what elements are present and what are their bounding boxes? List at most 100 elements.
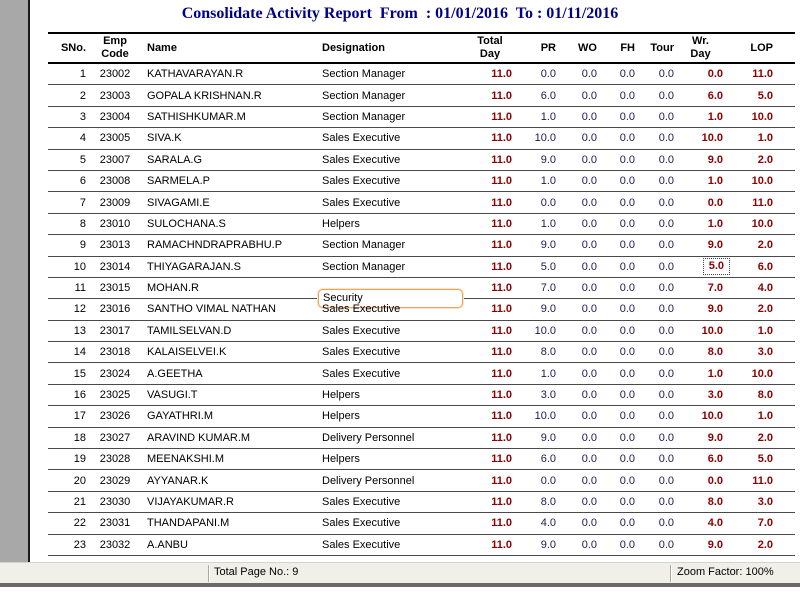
cell-name: SATHISHKUMAR.M [147,110,246,123]
cell-sno: 2 [79,89,86,102]
cell-name: SANTHO VIMAL NATHAN [147,303,276,316]
cell-wr-day: 3.0 [707,389,723,402]
header-cell-tour: Tour [650,41,674,54]
cell-wo: 0.0 [581,110,597,123]
cell-total-day: 11.0 [491,196,512,209]
cell-wo: 0.0 [581,260,597,273]
focused-cell-value[interactable]: 5.0 [702,258,730,276]
cell-emp-code: 23028 [99,453,131,466]
cell-fh: 0.0 [619,367,635,380]
cell-tour: 0.0 [658,282,674,295]
cell-wo: 0.0 [581,367,597,380]
cell-designation: Sales Executive [322,346,401,359]
cell-name: GOPALA KRISHNAN.R [147,89,262,102]
cell-wr-day: 1.0 [707,217,723,230]
table-row: 2 23003 GOPALA KRISHNAN.R Section Manager 11… [48,85,795,107]
cell-fh: 0.0 [619,453,635,466]
cell-fh: 0.0 [619,217,635,230]
cell-designation: Delivery Personnel [322,431,415,444]
cell-wr-day: 8.0 [707,496,723,508]
cell-emp-code: 23004 [99,110,131,123]
cell-emp-code: 23002 [99,68,131,81]
cell-fh: 0.0 [619,196,635,209]
status-separator [670,565,671,582]
cell-tour: 0.0 [658,367,674,380]
status-total-pages: Total Page No.: 9 [214,566,299,578]
cell-wo: 0.0 [581,431,597,444]
cell-pr: 9.0 [540,538,556,551]
cell-wr-day: 9.0 [707,239,723,252]
cell-sno: 5 [79,153,86,166]
table-row: 5 23007 SARALA.G Sales Executive 11.0 9.0 0.0 0… [48,150,795,171]
cell-wo: 0.0 [581,282,597,295]
cell-wr-day: 10.0 [701,324,723,337]
table-row: 3 23004 SATHISHKUMAR.M Section Manager 11.0 1… [48,107,795,129]
table-row: 19 23028 MEENAKSHI.M Helpers 11.0 6.0 0.0 0.0 0.… [48,449,795,471]
cell-lop: 10.0 [751,217,773,230]
cell-sno: 13 [73,324,86,337]
page-edge-line [28,0,30,562]
cell-fh: 0.0 [619,175,635,188]
cell-total-day: 11.0 [491,175,512,188]
cell-name: SIVAGAMI.E [147,196,210,209]
cell-emp-code: 23017 [99,324,131,337]
cell-name: GAYATHRI.M [147,410,213,423]
cell-lop: 11.0 [752,68,773,81]
cell-sno: 15 [73,367,86,380]
table-row: 12 23016 SANTHO VIMAL NATHAN Sales Executiv… [48,299,795,321]
cell-tour: 0.0 [658,431,674,444]
cell-pr: 1.0 [540,110,556,123]
table-row: 6 23008 SARMELA.P Sales Executive 11.0 1.0 0.0… [48,171,795,193]
cell-name: SARALA.G [147,153,203,166]
cell-sno: 9 [79,239,86,252]
cell-wr-day: 1.0 [707,367,723,380]
cell-pr: 1.0 [540,175,556,188]
cell-name: RAMACHNDRAPRABHU.P [147,239,283,252]
cell-name: TAMILSELVAN.D [147,324,232,337]
cell-fh: 0.0 [619,496,635,508]
cell-emp-code: 23008 [99,175,131,188]
cell-pr: 9.0 [540,153,556,166]
cell-total-day: 11.0 [491,474,512,487]
window-bottom-edge [0,583,800,587]
cell-emp-code: 23010 [99,217,131,230]
cell-sno: 3 [79,110,86,123]
table-row: 1 23002 KATHAVARAYAN.R Section Manager 11.0 0… [48,64,795,86]
cell-name: AYYANAR.K [147,474,209,487]
cell-emp-code: 23030 [99,496,131,508]
cell-wo: 0.0 [581,324,597,337]
cell-wr-day: 9.0 [707,303,723,316]
status-bar: Total Page No.: 9 Zoom Factor: 100% [0,562,800,583]
cell-pr: 7.0 [540,282,556,295]
cell-pr: 6.0 [540,89,556,102]
cell-sno: 14 [73,346,86,359]
cell-total-day: 11.0 [491,389,512,402]
cell-fh: 0.0 [619,110,635,123]
cell-name: ARAVIND KUMAR.M [147,431,251,444]
cell-designation: Helpers [322,389,360,402]
cell-name: SULOCHANA.S [147,217,226,230]
cell-designation: Sales Executive [322,538,401,551]
cell-tour: 0.0 [658,260,674,273]
table-row: 11 23015 MOHAN.R Security 11.0 7.0 0.0 0.0 0.0 7.… [48,278,795,309]
cell-emp-code: 23003 [99,89,131,102]
cell-sno: 1 [79,68,86,81]
cell-total-day: 11.0 [491,410,512,423]
cell-total-day: 11.0 [491,453,512,466]
cell-fh: 0.0 [619,517,635,530]
cell-emp-code: 23025 [99,389,131,402]
cell-pr: 0.0 [540,68,556,81]
cell-lop: 3.0 [757,346,773,359]
cell-sno: 6 [79,175,86,188]
cell-tour: 0.0 [658,239,674,252]
header-cell-lop: LOP [750,41,773,54]
cell-emp-code: 23032 [99,538,131,551]
cell-tour: 0.0 [658,89,674,102]
cell-lop: 2.0 [757,431,773,444]
cell-fh: 0.0 [619,431,635,444]
designation-edit-input[interactable]: Security [318,289,463,309]
table-body: 1 23002 KATHAVARAYAN.R Section Manager 11.0 0… [48,64,795,556]
status-separator [208,565,209,582]
table-row: 17 23026 GAYATHRI.M Helpers 11.0 10.0 0.0 0.0 0.… [48,406,795,428]
cell-total-day: 11.0 [491,303,512,316]
